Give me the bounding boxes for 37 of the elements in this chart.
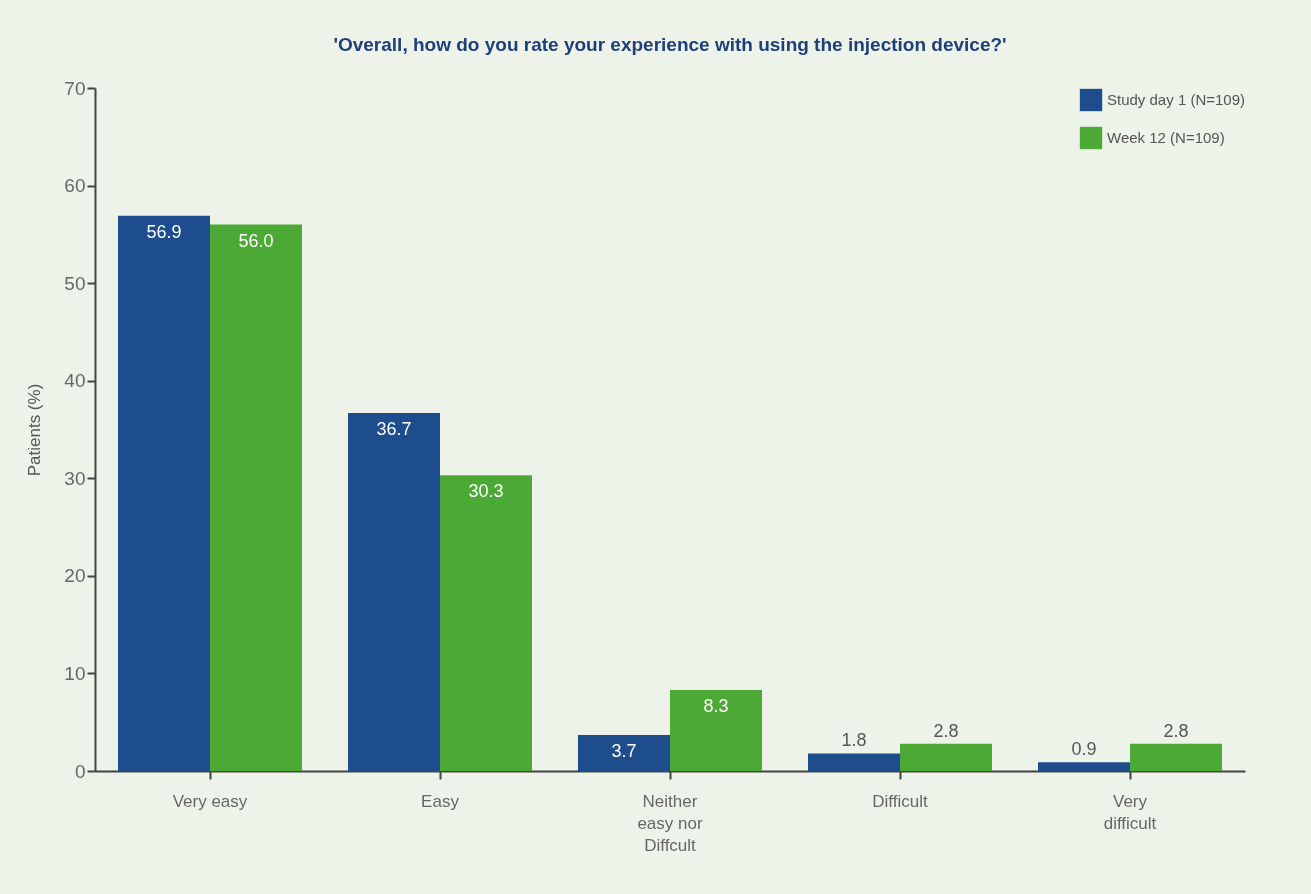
x-tick-label: Very easy [172, 791, 248, 811]
data-label: 2.8 [1163, 720, 1189, 741]
data-label: 56.0 [238, 230, 274, 251]
bar [440, 475, 532, 771]
data-label: 1.8 [841, 730, 867, 751]
data-label: 0.9 [1071, 739, 1097, 760]
bar [1038, 762, 1130, 771]
bar [348, 412, 440, 771]
x-tick-label: Very difficult [1103, 791, 1157, 833]
chart-title: 'Overall, how do you rate your experience with using the injection device?' [333, 34, 1007, 55]
y-tick-label: 50 [64, 272, 86, 294]
y-tick-label: 20 [64, 565, 86, 587]
data-label: 3.7 [611, 740, 637, 761]
y-axis-title: Patients (%) [25, 383, 45, 477]
bar [900, 743, 992, 771]
x-tick-label: Difficult [872, 791, 928, 811]
data-label: 56.9 [146, 221, 182, 242]
data-label: 30.3 [468, 481, 504, 502]
bar [578, 734, 670, 771]
y-tick-label: 70 [64, 77, 86, 99]
bar [210, 224, 302, 771]
y-tick-label: 0 [74, 760, 86, 782]
bar [118, 215, 210, 771]
data-label: 36.7 [376, 418, 412, 439]
legend-label: Study day 1 (N=109) [1107, 91, 1245, 108]
y-tick-label: 30 [64, 467, 86, 489]
y-tick-label: 10 [64, 662, 86, 684]
legend-label: Week 12 (N=109) [1107, 129, 1225, 146]
bar [670, 690, 762, 771]
bar [1130, 743, 1222, 771]
y-tick-label: 60 [64, 175, 86, 197]
data-label: 2.8 [933, 720, 959, 741]
y-tick-label: 40 [64, 370, 86, 392]
x-tick-label: Neither easy nor Diffcult [637, 791, 703, 855]
bar [808, 753, 900, 771]
x-tick-label: Easy [421, 791, 460, 811]
data-label: 8.3 [703, 696, 729, 717]
